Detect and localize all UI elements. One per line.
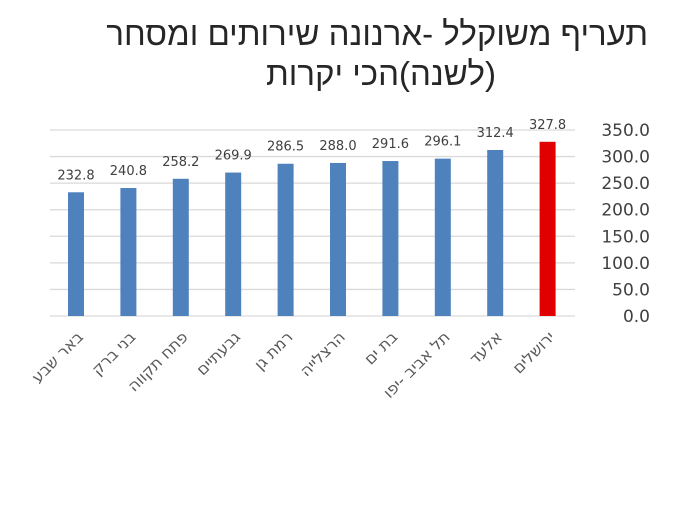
data-labels: 232.8 240.8 258.2 269.9 286.5 288.0 291.6 296.1… [57,118,566,183]
data-label: 327.8 [529,118,566,133]
data-label: 288.0 [319,139,356,154]
y-tick-label: 150.0 [601,227,650,247]
bar [172,178,189,316]
bars [68,141,556,316]
y-tick-label: 100.0 [601,254,650,274]
data-label: 240.8 [110,164,147,179]
bar [277,163,294,316]
data-label: 258.2 [162,155,199,170]
y-axis-labels: 0.0 50.0 100.0 150.0 200.0 250.0 300.0 350.0 [601,121,650,327]
data-label: 296.1 [424,135,461,150]
y-tick-label: 300.0 [601,148,650,168]
bar [539,141,556,316]
y-tick-label: 0.0 [623,307,650,327]
bar [68,192,84,316]
data-label: 312.4 [477,126,514,141]
data-label: 291.6 [372,137,409,152]
data-label: 286.5 [267,140,304,155]
x-category-label: באר שבע [28,327,87,386]
x-category-label: אלעד [465,327,506,368]
data-label: 232.8 [57,168,94,183]
bar [434,158,451,316]
x-category-label: רמת גן [250,327,296,373]
chart-title-line2: (לשנה)הכי יקרות [265,55,496,92]
bar [225,172,242,316]
chart-title-line1: תעריף משוקלל -ארנונה שירותים ומסחר [106,15,648,52]
x-category-label: בני ברק [88,327,140,379]
y-tick-label: 350.0 [601,121,650,141]
bar [382,161,399,316]
bar [487,149,504,316]
y-tick-label: 250.0 [601,174,650,194]
bar [330,162,346,316]
x-category-label: הרצלייה [296,327,349,380]
y-tick-label: 200.0 [601,201,650,221]
bar [120,188,137,316]
x-category-label: בת ים [360,327,401,368]
x-category-label: ירושלים [509,327,559,377]
x-category-label: גבעתיים [192,327,244,379]
data-label: 269.9 [215,149,252,164]
y-tick-label: 50.0 [612,280,650,300]
